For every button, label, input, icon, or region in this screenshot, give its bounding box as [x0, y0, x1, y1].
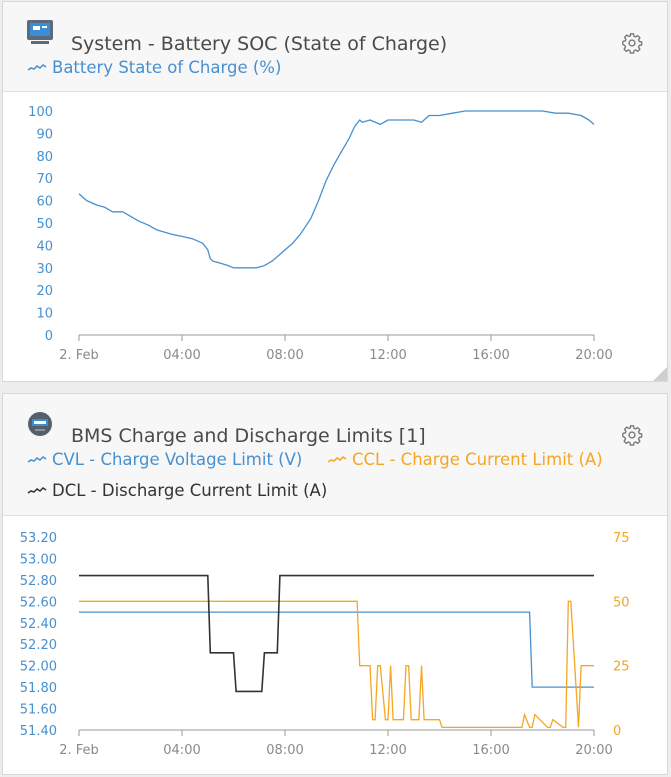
x-tick-label: 04:00	[163, 743, 200, 758]
battery-soc-panel: System - Battery SOC (State of Charge) B…	[2, 1, 668, 382]
y-tick-label: 20	[36, 284, 53, 299]
y-tick-label: 70	[36, 172, 53, 187]
legend-label: DCL - Discharge Current Limit (A)	[52, 481, 328, 500]
y-right-tick-label: 75	[613, 531, 630, 546]
x-tick-label: 20:00	[575, 743, 612, 758]
y-tick-label: 100	[28, 105, 53, 120]
legend-label: CCL - Charge Current Limit (A)	[352, 450, 603, 469]
legend-item-battery-soc[interactable]: Battery State of Charge (%)	[27, 58, 281, 77]
y-tick-label: 0	[45, 329, 53, 344]
panel-header: System - Battery SOC (State of Charge) B…	[3, 2, 667, 92]
y-right-tick-label: 50	[613, 595, 630, 610]
x-tick-label: 08:00	[266, 348, 303, 363]
panel-title: BMS Charge and Discharge Limits [1]	[71, 424, 426, 447]
line-legend-icon	[27, 63, 47, 71]
x-tick-label: 20:00	[575, 348, 612, 363]
line-legend-icon	[327, 455, 347, 463]
x-tick-label: 08:00	[266, 743, 303, 758]
legend-label: Battery State of Charge (%)	[52, 58, 282, 77]
x-tick-label: 2. Feb	[59, 348, 99, 363]
y-left-tick-label: 52.00	[20, 660, 57, 675]
panel-header: BMS Charge and Discharge Limits [1] CVL …	[3, 394, 667, 516]
soc-chart: 0 10 20 30 40 50 60 70 80 90 100 2. Feb 04:00 08:00 12…	[28, 105, 613, 363]
y-left-tick-label: 51.40	[20, 724, 57, 739]
gear-icon[interactable]	[621, 424, 643, 446]
y-tick-label: 40	[36, 239, 53, 254]
x-tick-label: 12:00	[369, 348, 406, 363]
y-left-tick-label: 52.40	[20, 617, 57, 632]
y-left-tick-label: 53.00	[20, 552, 57, 567]
y-left-tick-label: 51.80	[20, 681, 57, 696]
x-tick-label: 04:00	[163, 348, 200, 363]
line-legend-icon	[27, 455, 47, 463]
y-right-tick-label: 25	[613, 660, 630, 675]
y-right-tick-label: 0	[613, 724, 621, 739]
y-tick-label: 80	[36, 150, 53, 165]
gear-icon[interactable]	[621, 32, 643, 54]
bms-device-icon	[28, 412, 52, 436]
legend-label: CVL - Charge Voltage Limit (V)	[52, 450, 303, 469]
bms-limits-chart: 51.40 51.60 51.80 52.00 52.20 52.40 52.60 52.80…	[20, 531, 630, 758]
y-tick-label: 30	[36, 262, 53, 277]
gx-device-icon	[27, 20, 53, 44]
series-line-ccl	[79, 600, 594, 729]
y-left-tick-label: 51.60	[20, 703, 57, 718]
panel-title: System - Battery SOC (State of Charge)	[71, 32, 448, 55]
series-line-cvl	[79, 611, 594, 688]
y-tick-label: 90	[36, 127, 53, 142]
y-tick-label: 10	[36, 307, 53, 322]
x-tick-label: 16:00	[472, 348, 509, 363]
y-tick-label: 50	[36, 217, 53, 232]
y-tick-label: 60	[36, 195, 53, 210]
y-left-tick-label: 53.20	[20, 531, 57, 546]
y-left-tick-label: 52.20	[20, 638, 57, 653]
line-legend-icon	[27, 486, 47, 494]
resize-handle[interactable]	[653, 367, 667, 381]
x-tick-label: 2. Feb	[59, 743, 99, 758]
legend-item-ccl[interactable]: CCL - Charge Current Limit (A)	[327, 450, 603, 469]
legend-item-cvl[interactable]: CVL - Charge Voltage Limit (V)	[27, 450, 302, 469]
legend-item-dcl[interactable]: DCL - Discharge Current Limit (A)	[27, 481, 327, 500]
y-left-tick-label: 52.80	[20, 574, 57, 589]
bms-limits-panel: BMS Charge and Discharge Limits [1] CVL …	[2, 393, 668, 775]
x-tick-label: 16:00	[472, 743, 509, 758]
x-tick-label: 12:00	[369, 743, 406, 758]
series-line-battery-soc	[78, 110, 595, 269]
y-left-tick-label: 52.60	[20, 595, 57, 610]
series-line-dcl	[79, 574, 594, 693]
